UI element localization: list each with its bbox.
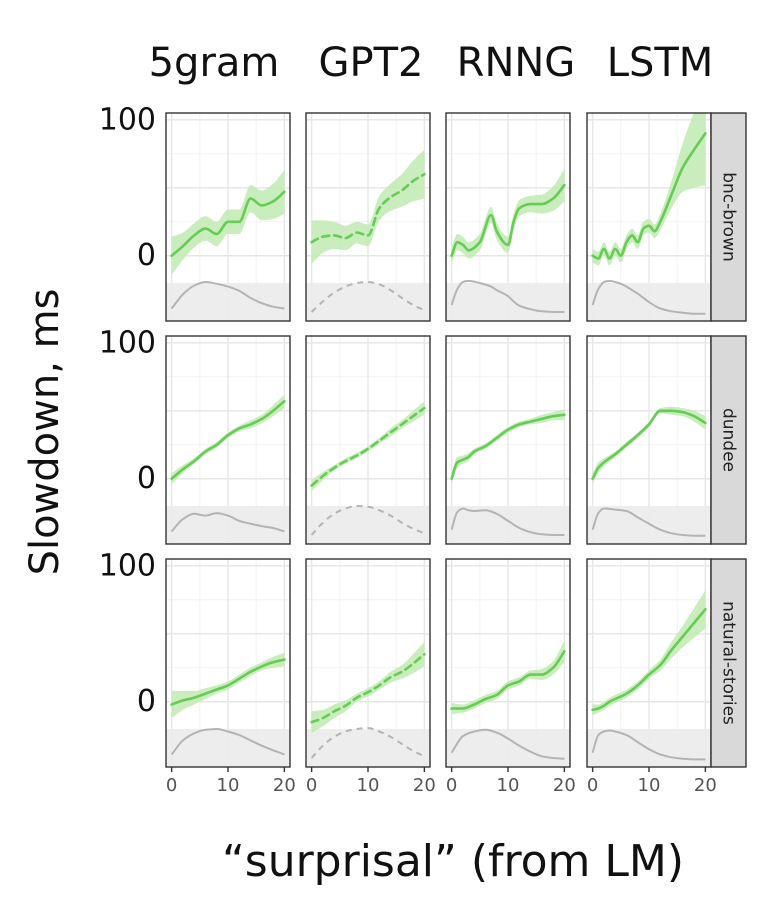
density-curve [450, 507, 565, 536]
density-band [166, 505, 290, 544]
panel-natural-stories-5gram [165, 558, 291, 768]
effect-line [170, 658, 286, 706]
effect-line [310, 172, 426, 244]
strip-background [710, 335, 747, 545]
x-tick-labels: 0 10 20 0 10 20 0 10 20 0 10 20 [166, 767, 717, 796]
column-titles: 5gram GPT2 RNNG LSTM [149, 40, 714, 86]
strip-label: bnc-brown [719, 172, 739, 262]
column-title-5gram: 5gram [149, 40, 280, 86]
panel-bnc-brown-gpt2 [305, 112, 431, 322]
strip-background [710, 112, 747, 322]
y-tick-label: 100 [99, 548, 156, 583]
density-band [166, 728, 290, 767]
y-tick-label: 100 [99, 102, 156, 137]
y-tick-labels: 0 100 0 100 0 100 [99, 102, 156, 719]
strip-label: dundee [719, 408, 739, 472]
effect-line [170, 190, 286, 257]
strip-natural-stories: natural-stories [710, 558, 747, 768]
x-tick-label: 20 [273, 775, 296, 796]
density-band [446, 505, 570, 544]
panel-natural-stories-gpt2 [305, 558, 431, 768]
density-curve [591, 729, 706, 761]
strip-background [710, 558, 747, 768]
panel-border [305, 112, 431, 322]
density-curve [310, 280, 425, 313]
density-curve [170, 512, 285, 533]
x-tick-label: 10 [497, 775, 520, 796]
y-tick-label: 100 [99, 325, 156, 360]
panel-natural-stories-rnng [445, 558, 571, 768]
x-tick-label: 10 [217, 775, 240, 796]
effect-line [310, 406, 426, 487]
density-curve [450, 728, 565, 760]
x-tick-label: 0 [446, 775, 457, 796]
confidence-ribbon [592, 406, 706, 485]
effect-line [591, 608, 707, 712]
density-band [306, 728, 430, 767]
effect-line [450, 183, 566, 257]
panel-dundee-gpt2 [305, 335, 431, 545]
x-tick-label: 20 [694, 775, 717, 796]
confidence-ribbon [592, 590, 706, 716]
panel-natural-stories-lstm [586, 558, 712, 768]
confidence-ribbon [451, 640, 565, 714]
x-axis-label: “surprisal” (from LM) [222, 836, 684, 887]
panel-border [165, 112, 291, 322]
effect-line [310, 652, 426, 724]
density-band [587, 505, 711, 544]
column-title-gpt2: GPT2 [319, 40, 424, 86]
density-curve [591, 507, 706, 537]
panel-grid [165, 112, 712, 768]
density-band [306, 505, 430, 544]
panel-dundee-5gram [165, 335, 291, 545]
x-tick-label: 20 [413, 775, 436, 796]
confidence-ribbon [311, 149, 425, 264]
panel-bnc-brown-5gram [165, 112, 291, 322]
density-band [446, 282, 570, 321]
density-band [446, 728, 570, 767]
density-curve [450, 279, 565, 313]
strip-dundee: dundee [710, 335, 747, 545]
panel-bnc-brown-lstm [586, 112, 712, 322]
panel-border [305, 335, 431, 545]
confidence-ribbon [311, 401, 425, 491]
panel-border [445, 335, 571, 545]
panel-dundee-lstm [586, 335, 712, 545]
effect-line [170, 400, 286, 480]
density-curve [591, 279, 706, 315]
density-curve [170, 727, 285, 756]
y-tick-label: 0 [137, 684, 156, 719]
row-strips: bnc-brown dundee natural-stories [710, 112, 747, 768]
density-curve [310, 726, 425, 759]
density-band [587, 728, 711, 767]
panel-border [445, 112, 571, 322]
y-tick-label: 0 [137, 461, 156, 496]
y-tick-label: 0 [137, 238, 156, 273]
column-title-lstm: LSTM [607, 40, 714, 86]
column-title-rnng: RNNG [457, 40, 576, 86]
density-curve [170, 280, 285, 310]
effect-line [450, 650, 566, 710]
effect-line [450, 413, 566, 480]
x-tick-label: 0 [166, 775, 177, 796]
x-tick-label: 10 [357, 775, 380, 796]
y-axis-label: Slowdown, ms [22, 289, 68, 576]
x-tick-label: 20 [553, 775, 576, 796]
x-tick-label: 0 [306, 775, 317, 796]
confidence-ribbon [311, 641, 425, 733]
effect-line [591, 132, 707, 260]
effect-line [591, 409, 707, 480]
density-curve [310, 504, 425, 536]
panel-dundee-rnng [445, 335, 571, 545]
x-tick-label: 10 [638, 775, 661, 796]
density-band [166, 282, 290, 321]
strip-bnc-brown: bnc-brown [710, 112, 747, 322]
panel-border [165, 335, 291, 545]
x-tick-label: 0 [587, 775, 598, 796]
strip-label: natural-stories [719, 601, 739, 725]
density-band [306, 282, 430, 321]
panel-bnc-brown-rnng [445, 112, 571, 322]
